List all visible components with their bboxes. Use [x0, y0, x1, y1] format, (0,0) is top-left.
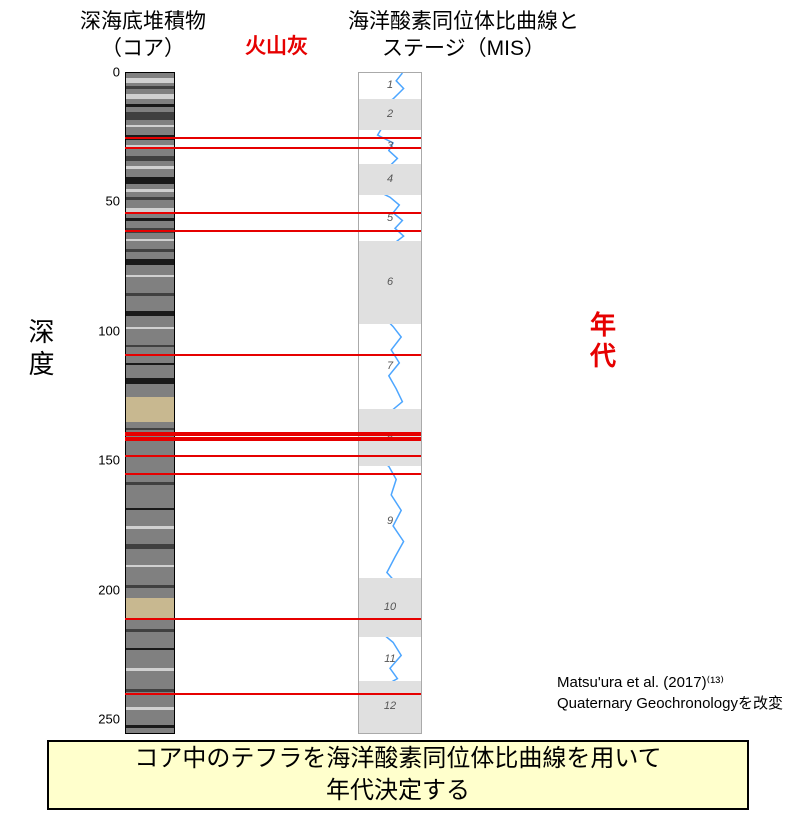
- core-band: [126, 166, 174, 169]
- core-band: [126, 275, 174, 278]
- age-char-1: 年: [590, 310, 616, 341]
- core-band: [126, 177, 174, 185]
- core-band: [126, 585, 174, 588]
- core-band: [126, 239, 174, 242]
- core-band: [126, 218, 174, 221]
- ash-line: [125, 147, 421, 149]
- core-band: [126, 363, 174, 366]
- core-band: [126, 725, 174, 728]
- depth-tick: 200: [98, 582, 120, 597]
- depth-tick: 150: [98, 453, 120, 468]
- core-band: [126, 197, 174, 200]
- core-band: [126, 565, 174, 568]
- core-band: [126, 112, 174, 120]
- mis-stage: 4: [359, 164, 421, 195]
- chart-area: 050100150200250 123456789101112: [70, 72, 570, 732]
- mis-stage: 9: [359, 466, 421, 577]
- ash-line: [125, 354, 421, 356]
- depth-tick: 0: [113, 65, 120, 80]
- ash-line: [125, 455, 421, 457]
- header-ash: 火山灰: [245, 30, 308, 60]
- core-band: [126, 378, 174, 383]
- core-band: [126, 86, 174, 89]
- core-band: [126, 482, 174, 485]
- ash-line: [125, 137, 421, 139]
- mis-stage: 12: [359, 681, 421, 733]
- header-core: 深海底堆積物 （コア）: [80, 8, 206, 63]
- mis-stage: 1: [359, 73, 421, 99]
- core-band: [126, 508, 174, 511]
- core-band: [126, 327, 174, 330]
- header-core-line2: （コア）: [101, 37, 185, 60]
- mis-stage: 5: [359, 195, 421, 242]
- citation-line1: Matsu'ura et al. (2017)⁽¹³⁾: [557, 672, 783, 693]
- mis-stage: 2: [359, 99, 421, 130]
- depth-tick: 100: [98, 323, 120, 338]
- depth-tick: 50: [106, 194, 120, 209]
- core-band: [126, 94, 174, 99]
- mis-stage: 10: [359, 578, 421, 638]
- caption-text: コア中のテフラを海洋酸素同位体比曲線を用いて年代決定する: [134, 743, 661, 808]
- isotope-column: 123456789101112: [358, 72, 422, 734]
- depth-axis-label: 深度: [22, 318, 59, 382]
- header-isotope-line1: 海洋酸素同位体比曲線と: [348, 10, 579, 33]
- age-char-2: 代: [590, 341, 616, 372]
- core-band: [126, 156, 174, 161]
- core-band: [126, 293, 174, 296]
- depth-tick: 250: [98, 712, 120, 727]
- core-band: [126, 689, 174, 692]
- core-band: [126, 668, 174, 671]
- core-band: [126, 125, 174, 128]
- core-band: [126, 311, 174, 316]
- core-band: [126, 345, 174, 348]
- core-band: [126, 249, 174, 252]
- core-band: [126, 707, 174, 710]
- core-band: [126, 259, 174, 264]
- header-isotope: 海洋酸素同位体比曲線と ステージ（MIS）: [348, 8, 579, 63]
- mis-stage: 11: [359, 637, 421, 681]
- core-band: [126, 598, 174, 619]
- ash-line: [125, 473, 421, 475]
- core-column: [125, 72, 175, 734]
- core-band: [126, 526, 174, 529]
- core-band: [126, 648, 174, 651]
- citation: Matsu'ura et al. (2017)⁽¹³⁾ Quaternary G…: [557, 672, 783, 714]
- core-band: [126, 78, 174, 83]
- ash-line: [125, 618, 421, 620]
- core-band: [126, 629, 174, 632]
- ash-line: [125, 212, 421, 214]
- caption-box: コア中のテフラを海洋酸素同位体比曲線を用いて年代決定する: [47, 740, 749, 810]
- header-core-line1: 深海底堆積物: [80, 10, 206, 33]
- core-band: [126, 189, 174, 192]
- core-band: [126, 428, 174, 431]
- depth-scale: 050100150200250: [70, 72, 120, 732]
- ash-line: [125, 437, 421, 441]
- ash-line: [125, 230, 421, 232]
- ash-line: [125, 693, 421, 695]
- citation-line2: Quaternary Geochronologyを改変: [557, 693, 783, 714]
- mis-stage: 6: [359, 241, 421, 324]
- mis-stage: 7: [359, 324, 421, 409]
- core-band: [126, 104, 174, 107]
- age-axis-label: 年 代: [590, 310, 616, 372]
- ash-line: [125, 432, 421, 436]
- header-isotope-line2: ステージ（MIS）: [382, 37, 545, 60]
- core-band: [126, 397, 174, 423]
- core-band: [126, 544, 174, 549]
